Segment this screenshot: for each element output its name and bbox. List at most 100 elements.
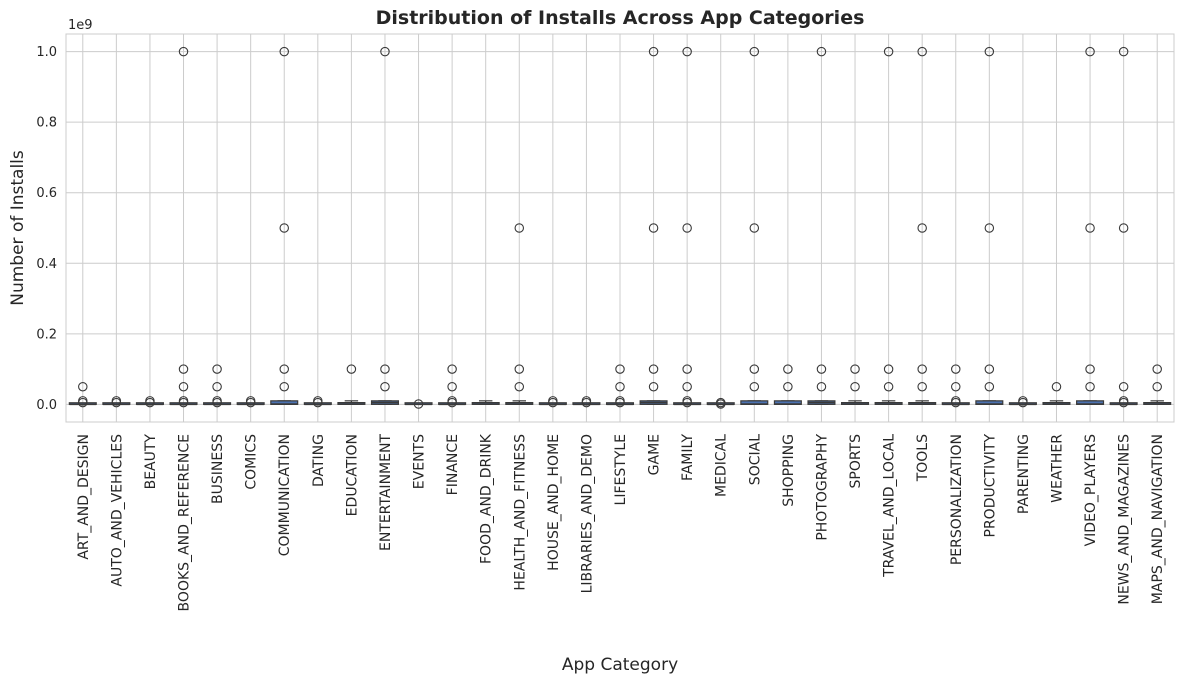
- outlier-point: [447, 396, 457, 406]
- outlier-point: [380, 46, 390, 57]
- outlier-point: [682, 381, 692, 392]
- outlier-point: [1152, 381, 1162, 392]
- box-group: [203, 364, 232, 408]
- x-tick-label: TOOLS: [915, 434, 931, 482]
- outlier-point: [682, 364, 692, 374]
- outlier-point: [615, 381, 625, 392]
- box-group: [135, 396, 164, 408]
- outlier-point: [917, 381, 927, 392]
- outlier-point: [984, 381, 995, 392]
- box-group: [1143, 364, 1172, 405]
- box-group: [673, 46, 702, 408]
- outlier-point: [380, 381, 390, 392]
- outlier-point: [245, 396, 256, 406]
- x-tick-label: SOCIAL: [747, 434, 763, 485]
- x-tick-label: HOUSE_AND_HOME: [546, 434, 562, 571]
- x-tick-label: ART_AND_DESIGN: [76, 434, 92, 560]
- x-tick-label: VIDEO_PLAYERS: [1083, 434, 1099, 547]
- outlier-point: [883, 364, 894, 374]
- y-tick-label: 0.8: [36, 116, 57, 131]
- outlier-point: [514, 223, 525, 233]
- outlier-point: [917, 364, 927, 374]
- outlier-point: [447, 364, 457, 374]
- x-tick-label: PARENTING: [1016, 434, 1032, 514]
- box-group: [807, 46, 836, 405]
- outlier-point: [1085, 364, 1095, 374]
- x-tick-label: AUTO_AND_VEHICLES: [109, 434, 125, 587]
- outlier-point: [1018, 396, 1028, 406]
- x-tick-label: LIFESTYLE: [613, 434, 629, 505]
- outlier-point: [447, 381, 457, 392]
- x-tick-label: BEAUTY: [143, 434, 159, 490]
- outlier-point: [313, 396, 323, 406]
- outlier-point: [514, 381, 525, 392]
- outlier-point: [581, 396, 592, 406]
- x-tick-label: EDUCATION: [344, 434, 360, 516]
- outlier-point: [1118, 46, 1129, 57]
- outlier-point: [615, 396, 625, 406]
- outlier-point: [212, 381, 222, 392]
- box-series: [68, 46, 1172, 409]
- outlier-point: [1085, 46, 1095, 57]
- x-tick-label: PRODUCTIVITY: [982, 434, 998, 538]
- box-group: [438, 364, 467, 408]
- x-tick-label: FINANCE: [445, 434, 461, 495]
- outlier-point: [346, 364, 357, 374]
- outlier-point: [279, 46, 289, 57]
- y-tick-label: 0.6: [36, 186, 57, 201]
- outlier-point: [951, 364, 961, 374]
- x-tick-label: DATING: [311, 434, 327, 487]
- outlier-point: [749, 46, 760, 57]
- x-tick-label: FOOD_AND_DRINK: [479, 433, 495, 564]
- outlier-point: [682, 396, 692, 406]
- box-group: [1076, 46, 1105, 405]
- outlier-point: [917, 46, 927, 57]
- x-tick-label: GAME: [647, 434, 663, 475]
- outlier-point: [648, 381, 659, 392]
- box-group: [975, 46, 1004, 405]
- box-group: [169, 46, 198, 408]
- outlier-point: [951, 381, 961, 392]
- x-tick-label: ENTERTAINMENT: [378, 434, 394, 551]
- plot-area-frame: [65, 33, 1175, 423]
- outlier-point: [615, 364, 625, 374]
- x-axis-ticks: ART_AND_DESIGN AUTO_AND_VEHICLES BEAUTY BOO…: [76, 433, 1166, 611]
- outlier-point: [883, 46, 894, 57]
- outlier-point: [1118, 396, 1129, 406]
- x-tick-label: SHOPPING: [781, 434, 797, 507]
- outlier-point: [178, 46, 189, 57]
- outlier-point: [749, 364, 760, 374]
- outlier-point: [212, 364, 222, 374]
- box-group: [639, 46, 668, 405]
- box-group: [706, 397, 735, 409]
- outlier-point: [783, 381, 793, 392]
- box-group: [941, 364, 970, 408]
- outlier-point: [178, 364, 189, 374]
- outlier-point: [548, 396, 558, 406]
- x-tick-label: MEDICAL: [714, 434, 730, 497]
- outlier-point: [514, 364, 525, 374]
- x-tick-label: EVENTS: [412, 434, 428, 489]
- outlier-point: [682, 223, 692, 233]
- chart-title: Distribution of Installs Across App Cate…: [376, 7, 865, 29]
- box-group: [572, 396, 601, 408]
- outlier-point: [1051, 381, 1062, 392]
- outlier-point: [648, 223, 659, 233]
- box-group: [236, 396, 265, 408]
- outlier-point: [78, 381, 88, 392]
- x-tick-label: SPORTS: [848, 434, 864, 489]
- outlier-point: [279, 364, 289, 374]
- box-group: [538, 396, 567, 408]
- y-axis-label: Number of Installs: [8, 150, 28, 306]
- box-group: [1008, 396, 1037, 408]
- x-tick-label: HEALTH_AND_FITNESS: [512, 434, 528, 591]
- box-group: [840, 364, 870, 405]
- x-tick-label: LIBRARIES_AND_DEMO: [579, 434, 595, 593]
- outlier-point: [984, 364, 995, 374]
- box-group: [303, 396, 332, 408]
- box-group: [102, 396, 131, 408]
- outlier-point: [178, 381, 189, 392]
- box-group: [471, 400, 500, 405]
